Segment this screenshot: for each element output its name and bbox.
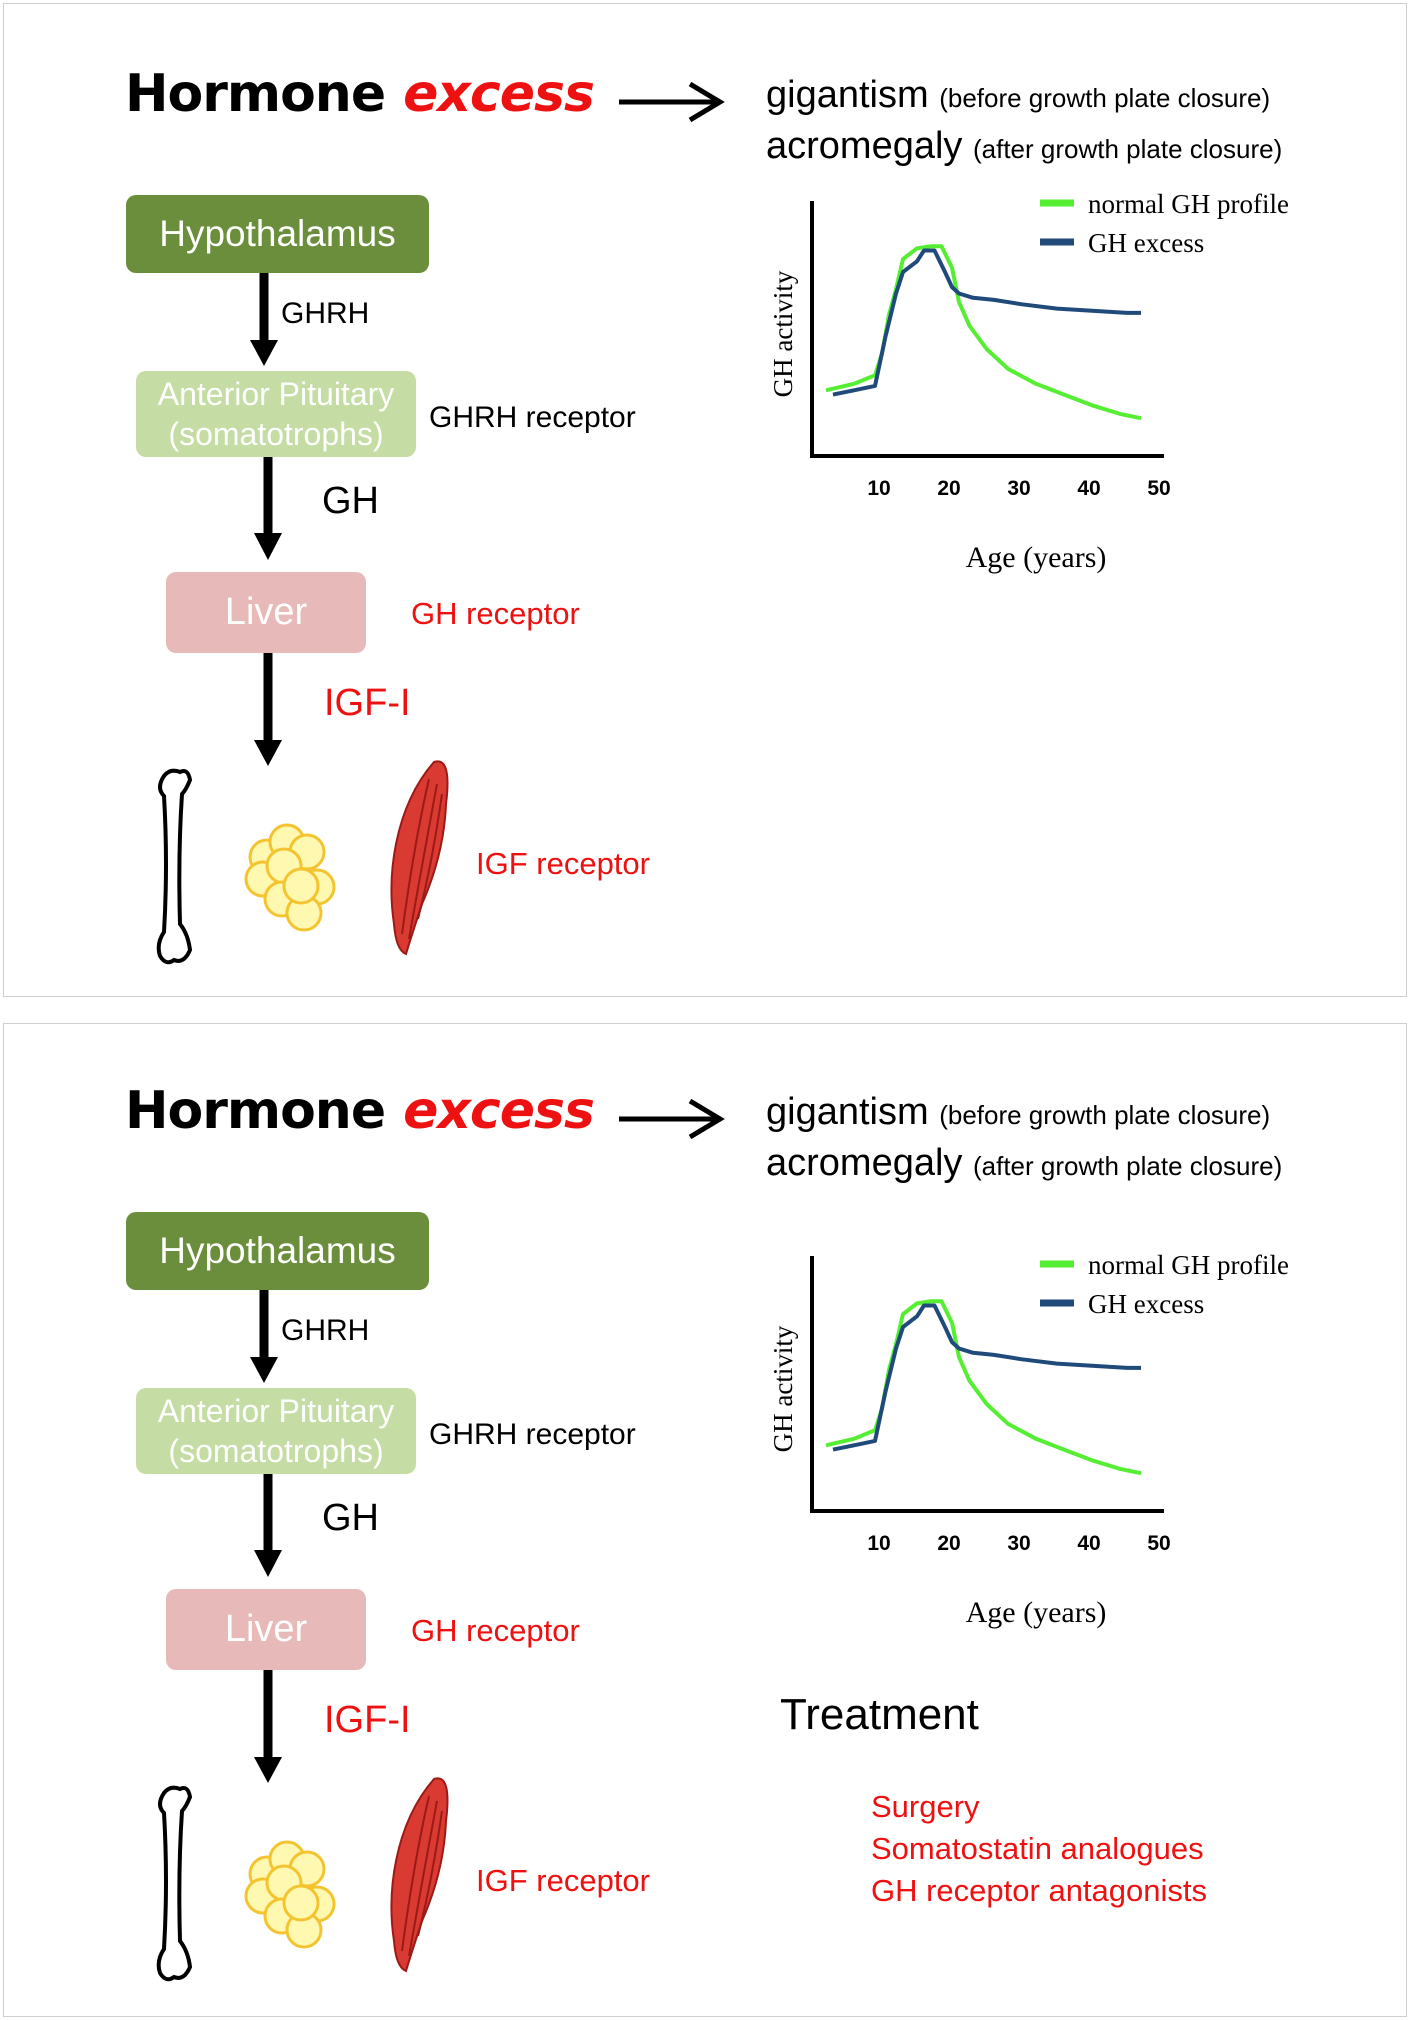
right-arrow-icon [619, 1098, 725, 1140]
ghrh-label: GHRH [281, 297, 370, 330]
igf-receptor-label: IGF receptor [476, 1863, 650, 1898]
muscle-icon [390, 760, 449, 956]
legend-label-normal: normal GH profile [1088, 1250, 1289, 1280]
diagram-title: Hormone excess [125, 64, 595, 124]
condition-name: acromegaly [766, 125, 963, 167]
title-word-excess: excess [403, 64, 595, 124]
x-tick-label: 40 [1077, 1532, 1100, 1555]
legend: normal GH profile GH excess [1040, 189, 1289, 258]
condition-acromegaly: acromegaly (after growth plate closure) [766, 125, 1282, 168]
bone-icon [156, 768, 193, 965]
x-tick-label: 50 [1147, 1532, 1170, 1555]
igf-receptor-label: IGF receptor [476, 846, 650, 881]
treatment-heading: Treatment [780, 1690, 979, 1739]
anterior-pituitary-box: Anterior Pituitary (somatotrophs) [136, 371, 416, 457]
x-tick-label: 10 [867, 1532, 890, 1555]
diagram-title: Hormone excess [125, 1081, 595, 1141]
ghrh-receptor-label: GHRH receptor [429, 401, 636, 434]
pituitary-line-2: (somatotrophs) [168, 1433, 384, 1469]
pituitary-line-1: Anterior Pituitary [157, 1393, 395, 1429]
condition-name: acromegaly [766, 1142, 963, 1184]
condition-note: (before growth plate closure) [939, 1100, 1271, 1130]
x-tick-label: 20 [937, 477, 960, 500]
x-tick-label: 10 [867, 477, 890, 500]
down-arrow-icon [250, 273, 278, 366]
legend-label-excess: GH excess [1088, 228, 1204, 258]
condition-name: gigantism [766, 74, 929, 116]
down-arrow-icon [254, 1670, 282, 1783]
flow-arrows [156, 1098, 725, 1982]
series-line-normal [825, 1299, 1142, 1476]
series-line-normal [825, 244, 1142, 421]
anterior-pituitary-box: Anterior Pituitary (somatotrophs) [136, 1388, 416, 1474]
panel-bottom: Hormone excess [3, 1023, 1407, 2017]
hypothalamus-box: Hypothalamus [126, 1212, 429, 1290]
fat-cells-icon [244, 1840, 336, 1949]
gh-activity-chart: GH activity Age (years) 10 20 30 40 50 norma… [768, 1250, 1289, 1629]
liver-box: Liver [166, 572, 366, 653]
hypothalamus-box: Hypothalamus [126, 195, 429, 273]
title-word-hormone: Hormone [125, 1081, 386, 1141]
pituitary-line-2: (somatotrophs) [168, 416, 384, 452]
muscle-icon [390, 1777, 449, 1973]
igf-i-label: IGF-I [324, 1699, 411, 1741]
series-line-excess [832, 1303, 1141, 1452]
ghrh-receptor-label: GHRH receptor [429, 1418, 636, 1451]
legend: normal GH profile GH excess [1040, 1250, 1289, 1319]
treatment-item: Somatostatin analogues [871, 1831, 1204, 1866]
x-axis-label: Age (years) [966, 1596, 1107, 1629]
x-tick-label: 30 [1007, 1532, 1030, 1555]
liver-box: Liver [166, 1589, 366, 1670]
treatment-item: GH receptor antagonists [871, 1873, 1208, 1908]
condition-name: gigantism [766, 1091, 929, 1133]
gh-activity-chart: GH activity Age (years) 10 20 30 40 50 norma… [768, 189, 1289, 574]
down-arrow-icon [250, 1290, 278, 1383]
treatment-item: Surgery [871, 1789, 980, 1824]
condition-acromegaly: acromegaly (after growth plate closure) [766, 1142, 1282, 1185]
gh-receptor-label: GH receptor [411, 1613, 580, 1648]
condition-gigantism: gigantism (before growth plate closure) [766, 74, 1270, 117]
bone-icon [156, 1785, 193, 1982]
fat-cells-icon [244, 823, 336, 932]
x-axis-label: Age (years) [966, 541, 1107, 574]
x-tick-label: 50 [1147, 477, 1170, 500]
ghrh-label: GHRH [281, 1314, 370, 1347]
legend-label-normal: normal GH profile [1088, 189, 1289, 219]
treatment-list: Surgery Somatostatin analogues GH recept… [871, 1786, 1207, 1912]
panel-top: Hormone excess [3, 3, 1407, 997]
y-axis-label: GH activity [768, 270, 798, 397]
x-tick-label: 40 [1077, 477, 1100, 500]
down-arrow-icon [254, 457, 282, 560]
legend-label-excess: GH excess [1088, 1289, 1204, 1319]
x-tick-label: 30 [1007, 477, 1030, 500]
title-word-excess: excess [403, 1081, 595, 1141]
title-word-hormone: Hormone [125, 64, 386, 124]
condition-note: (before growth plate closure) [939, 83, 1271, 113]
series-line-excess [832, 248, 1141, 397]
right-arrow-icon [619, 81, 725, 123]
y-axis-label: GH activity [768, 1325, 798, 1452]
pituitary-line-1: Anterior Pituitary [157, 376, 395, 412]
flow-arrows [156, 81, 725, 965]
condition-note: (after growth plate closure) [972, 1151, 1283, 1181]
igf-i-label: IGF-I [324, 682, 411, 724]
x-tick-label: 20 [937, 1532, 960, 1555]
down-arrow-icon [254, 1474, 282, 1577]
gh-label: GH [322, 480, 379, 522]
condition-note: (after growth plate closure) [972, 134, 1283, 164]
condition-gigantism: gigantism (before growth plate closure) [766, 1091, 1270, 1134]
gh-receptor-label: GH receptor [411, 596, 580, 631]
down-arrow-icon [254, 653, 282, 766]
gh-label: GH [322, 1497, 379, 1539]
